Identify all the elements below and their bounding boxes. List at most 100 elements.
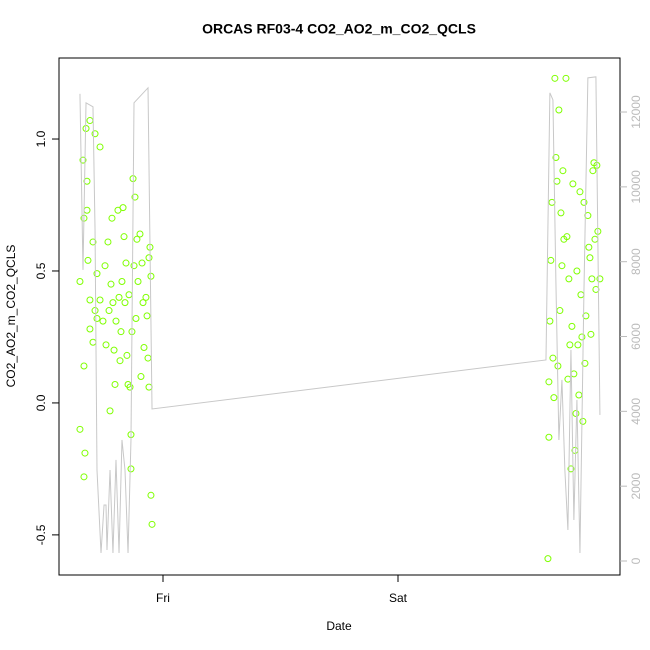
point xyxy=(118,278,126,286)
point xyxy=(563,233,571,241)
chart-title: ORCAS RF03-4 CO2_AO2_m_CO2_QCLS xyxy=(202,21,476,37)
point xyxy=(588,275,596,283)
point xyxy=(137,373,145,381)
point xyxy=(581,359,589,367)
point xyxy=(565,275,573,283)
point xyxy=(112,317,120,325)
point xyxy=(148,520,156,528)
point xyxy=(559,167,567,175)
point xyxy=(91,130,99,138)
point xyxy=(115,293,123,301)
point xyxy=(145,254,153,262)
point xyxy=(552,153,560,161)
point xyxy=(76,278,84,286)
point xyxy=(139,299,147,307)
point xyxy=(107,280,115,288)
point xyxy=(568,322,576,330)
point xyxy=(576,188,584,196)
point xyxy=(93,270,101,278)
point xyxy=(140,344,148,352)
point xyxy=(142,293,150,301)
point xyxy=(120,233,128,241)
point xyxy=(134,278,142,286)
point xyxy=(130,262,138,270)
point xyxy=(587,330,595,338)
plot-frame xyxy=(58,57,621,576)
point xyxy=(557,209,565,217)
y2-tick-label: 8000 xyxy=(629,248,643,275)
point xyxy=(578,333,586,341)
y-tick-label: 0.0 xyxy=(34,394,48,411)
point xyxy=(555,106,563,114)
point xyxy=(81,449,89,457)
y2-tick-label: 2000 xyxy=(629,473,643,500)
x-tick-label: Sat xyxy=(389,591,408,605)
point xyxy=(117,328,125,336)
point xyxy=(101,262,109,270)
point xyxy=(79,156,87,164)
point xyxy=(126,383,134,391)
y2-tick-label: 6000 xyxy=(629,323,643,350)
point xyxy=(580,198,588,206)
x-axis-label: Date xyxy=(326,619,352,633)
point xyxy=(131,193,139,201)
point xyxy=(108,214,116,222)
y2-tick-label: 4000 xyxy=(629,398,643,425)
y2-tick-label: 12000 xyxy=(629,95,643,129)
point xyxy=(147,272,155,280)
point xyxy=(104,238,112,246)
point xyxy=(558,262,566,270)
point xyxy=(102,341,110,349)
point xyxy=(138,259,146,267)
point xyxy=(545,378,553,386)
point xyxy=(133,235,141,243)
point xyxy=(80,362,88,370)
point xyxy=(121,299,129,307)
point xyxy=(83,177,91,185)
altitude-line xyxy=(79,76,601,554)
point xyxy=(122,259,130,267)
point xyxy=(573,267,581,275)
y-tick-label: -0.5 xyxy=(34,524,48,545)
point xyxy=(586,254,594,262)
y-axis-label: CO2_AO2_m_CO2_QCLS xyxy=(4,245,18,388)
point xyxy=(544,555,552,563)
point xyxy=(566,341,574,349)
point xyxy=(572,409,580,417)
point xyxy=(579,417,587,425)
point xyxy=(549,354,557,362)
point xyxy=(86,296,94,304)
point xyxy=(119,204,127,212)
point xyxy=(109,299,117,307)
point xyxy=(99,317,107,325)
point xyxy=(569,180,577,188)
point xyxy=(589,167,597,175)
point xyxy=(132,314,140,322)
point xyxy=(147,491,155,499)
point xyxy=(551,74,559,82)
y2-tick-label: 10000 xyxy=(629,170,643,204)
y2-tick-label: 0 xyxy=(629,557,643,564)
point xyxy=(86,325,94,333)
point xyxy=(143,312,151,320)
point xyxy=(89,238,97,246)
point xyxy=(585,243,593,251)
point xyxy=(127,465,135,473)
point xyxy=(596,275,604,283)
point xyxy=(96,296,104,304)
point xyxy=(111,380,119,388)
point xyxy=(76,425,84,433)
point xyxy=(84,256,92,264)
point xyxy=(116,357,124,365)
point xyxy=(550,394,558,402)
point xyxy=(105,307,113,315)
point xyxy=(545,433,553,441)
point xyxy=(574,341,582,349)
point xyxy=(123,351,131,359)
point xyxy=(110,346,118,354)
point xyxy=(93,314,101,322)
point xyxy=(582,312,590,320)
